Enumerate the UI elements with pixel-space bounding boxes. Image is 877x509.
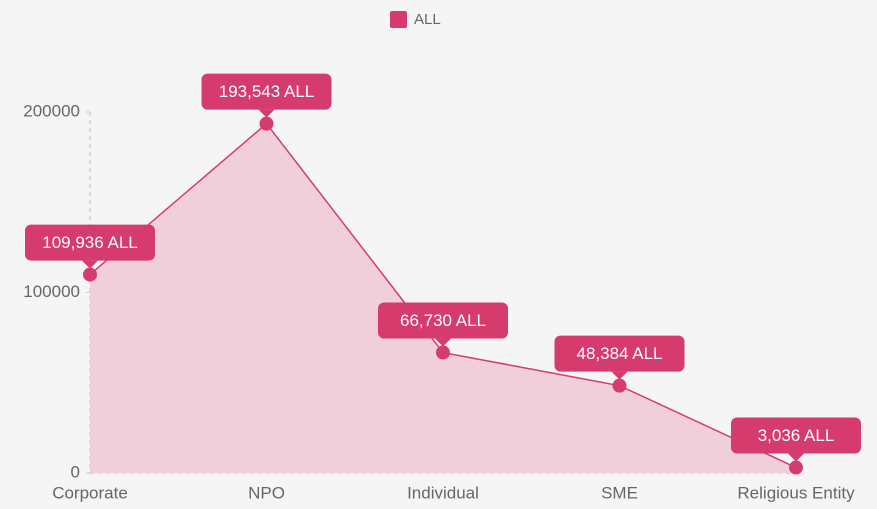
x-tick-label: NPO [248, 483, 285, 502]
tooltip-pointer [258, 109, 275, 118]
tooltip-pointer [788, 453, 804, 462]
point [612, 378, 627, 393]
y-tick-label: 0 [71, 462, 80, 481]
data-label-box: 48,384 ALL [554, 335, 685, 380]
point [83, 267, 97, 282]
tooltip-box [25, 224, 155, 261]
tooltip-pointer [611, 371, 628, 380]
point [436, 345, 450, 360]
data-label: 193,543 ALL [219, 82, 314, 101]
data-label-box: 109,936 ALL [25, 224, 155, 269]
point [259, 116, 274, 131]
data-label: 48,384 ALL [576, 344, 662, 363]
x-tick-label: Individual [407, 483, 479, 502]
tooltip-box [731, 417, 861, 454]
data-label: 66,730 ALL [400, 311, 486, 330]
point [789, 460, 803, 475]
area [90, 123, 796, 474]
data-label-box: 3,036 ALL [731, 417, 861, 462]
x-tick-label: SME [601, 483, 638, 502]
y-tick-label: 100000 [23, 282, 80, 301]
legend-label: ALL [414, 11, 441, 28]
tooltip-box [201, 73, 332, 110]
tooltip-box [378, 302, 508, 339]
x-tick-label: Religious Entity [737, 483, 855, 502]
y-tick-label: 200000 [23, 101, 80, 120]
data-label: 3,036 ALL [758, 426, 835, 445]
data-label: 109,936 ALL [42, 233, 137, 252]
tooltip-pointer [435, 338, 451, 347]
legend-swatch [390, 11, 407, 28]
tooltip-pointer [82, 260, 98, 269]
x-tick-label: Corporate [52, 483, 128, 502]
data-label-box: 193,543 ALL [201, 73, 332, 118]
data-label-box: 66,730 ALL [378, 302, 508, 347]
tooltip-box [554, 335, 685, 372]
